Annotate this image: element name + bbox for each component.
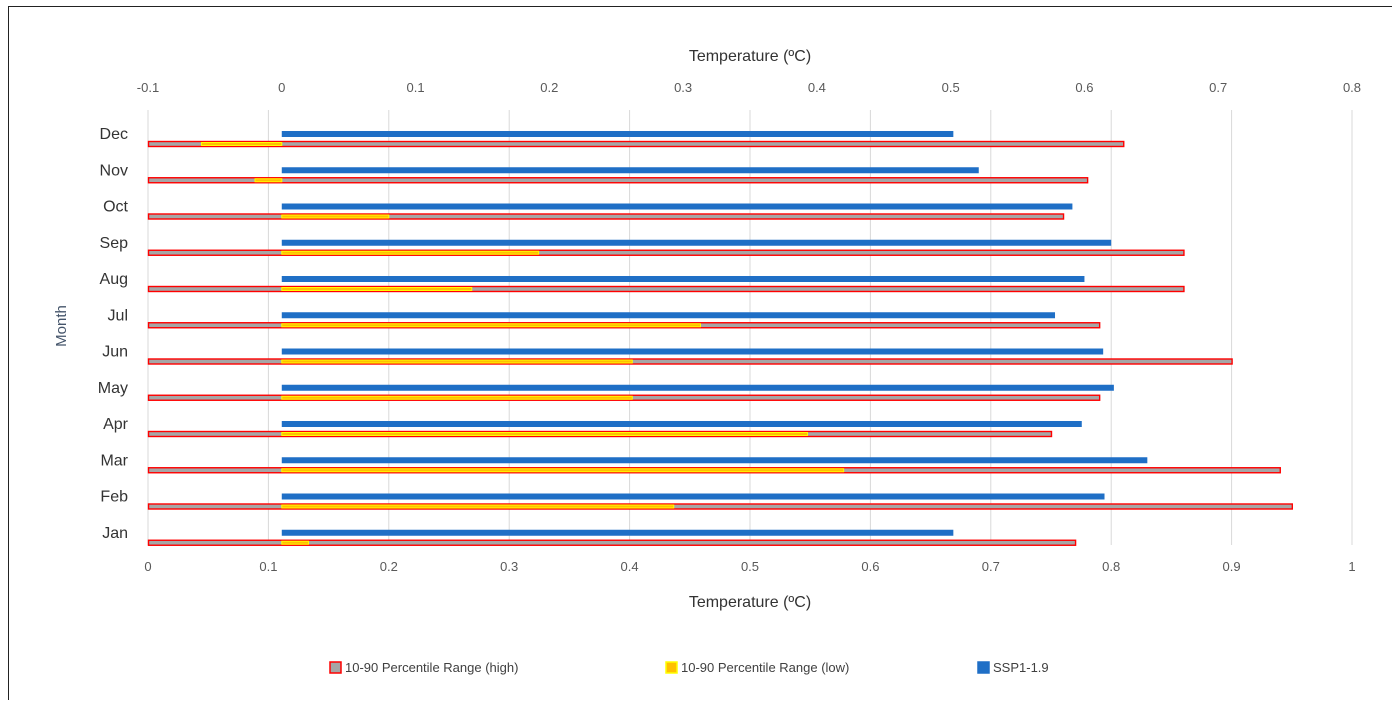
percentile-low-bar: [281, 250, 540, 255]
legend-swatch: [665, 661, 678, 674]
percentile-high-bar: [147, 503, 1294, 510]
secondary-axis-ticks: -0.1 0 0.1 0.2 0.3 0.4 0.5 0.6 0.7 0.8: [137, 80, 1361, 95]
secondary-axis-tick-label: 0.5: [942, 80, 960, 95]
percentile-low-bar: [281, 287, 473, 291]
percentile-low-bar: [281, 323, 702, 328]
percentile-high-bar: [147, 249, 1185, 256]
primary-axis-tick-label: 0.3: [500, 559, 518, 574]
category-label: Oct: [103, 199, 128, 216]
chart-frame: [8, 6, 1392, 700]
ssp1-1.9-bar: [281, 312, 1056, 319]
ssp1-1.9-bar: [281, 167, 979, 174]
primary-axis-tick-label: 0.2: [380, 559, 398, 574]
ssp1-1.9-bar: [281, 493, 1105, 500]
secondary-axis-tick-label: 0.6: [1075, 80, 1093, 95]
legend-swatch: [329, 661, 342, 674]
category-label: Feb: [100, 489, 128, 506]
ssp1-1.9-bar: [281, 239, 1112, 246]
legend-label: 10-90 Percentile Range (high): [345, 660, 518, 675]
percentile-low-bar: [201, 142, 283, 146]
primary-axis-title: Temperature (ºC): [689, 594, 811, 611]
ssp1-1.9-bar: [281, 421, 1082, 427]
category-label: Jul: [108, 307, 128, 324]
percentile-high-bar: [147, 358, 1233, 365]
percentile-high-bar: [147, 140, 1125, 148]
primary-axis-ticks: 0 0.1 0.2 0.3 0.4 0.5 0.6 0.7 0.8 0.9 1: [144, 559, 1355, 574]
percentile-low-bar: [281, 395, 633, 400]
secondary-axis-tick-label: -0.1: [137, 80, 159, 95]
category-label: Sep: [100, 235, 129, 252]
secondary-axis-tick-label: 0.8: [1343, 80, 1361, 95]
legend-label: 10-90 Percentile Range (low): [681, 660, 849, 675]
secondary-axis-tick-label: 0.4: [808, 80, 826, 95]
category-labels: Jan Feb Mar Apr May Jun Jul Aug Sep Oct Nov Dec: [98, 126, 129, 542]
secondary-axis-tick-label: 0: [278, 80, 285, 95]
percentile-low-bar: [281, 432, 809, 436]
legend: 10-90 Percentile Range (high) 10-90 Perce…: [329, 660, 1049, 675]
percentile-low-bar: [281, 214, 390, 219]
ssp1-1.9-bar: [281, 276, 1085, 282]
category-label: Mar: [100, 452, 128, 469]
primary-axis-tick-label: 1: [1348, 559, 1355, 574]
category-label: Dec: [100, 126, 128, 143]
ssp1-1.9-bar: [281, 348, 1104, 355]
category-label: Jan: [102, 525, 128, 542]
primary-axis-tick-label: 0: [144, 559, 151, 574]
category-label: Apr: [103, 416, 129, 433]
primary-axis-tick-label: 0.1: [259, 559, 277, 574]
ssp1-1.9-bar: [281, 457, 1148, 464]
ssp1-1.9-bar: [281, 529, 954, 536]
ssp1-1.9-bar: [281, 384, 1114, 391]
percentile-low-bar: [281, 359, 633, 364]
y-axis-title: Month: [53, 305, 70, 347]
secondary-axis-title: Temperature (ºC): [689, 48, 811, 65]
primary-axis-tick-label: 0.8: [1102, 559, 1120, 574]
ssp1-1.9-bar: [281, 131, 954, 137]
primary-axis-tick-label: 0.7: [982, 559, 1000, 574]
percentile-high-bar: [147, 177, 1089, 184]
secondary-axis-tick-label: 0.2: [540, 80, 558, 95]
percentile-low-bar: [254, 178, 283, 183]
category-label: May: [98, 380, 128, 397]
secondary-axis-tick-label: 0.1: [407, 80, 425, 95]
legend-swatch: [977, 661, 990, 674]
secondary-axis-tick-label: 0.7: [1209, 80, 1227, 95]
primary-axis-tick-label: 0.6: [861, 559, 879, 574]
primary-axis-tick-label: 0.5: [741, 559, 759, 574]
ssp1-1.9-bar: [281, 203, 1073, 210]
percentile-high-bar: [147, 539, 1077, 546]
legend-label: SSP1-1.9: [993, 660, 1049, 675]
percentile-low-bar: [281, 468, 845, 473]
percentile-low-bar: [281, 504, 675, 509]
primary-axis-tick-label: 0.9: [1223, 559, 1241, 574]
percentile-low-bar: [281, 540, 310, 545]
category-label: Aug: [100, 271, 128, 288]
category-label: Nov: [100, 162, 128, 179]
percentile-high-bar: [147, 213, 1065, 220]
secondary-axis-tick-label: 0.3: [674, 80, 692, 95]
percentile-high-bar: [147, 285, 1185, 293]
category-label: Jun: [102, 344, 128, 361]
primary-axis-tick-label: 0.4: [621, 559, 639, 574]
bars: [147, 131, 1294, 546]
